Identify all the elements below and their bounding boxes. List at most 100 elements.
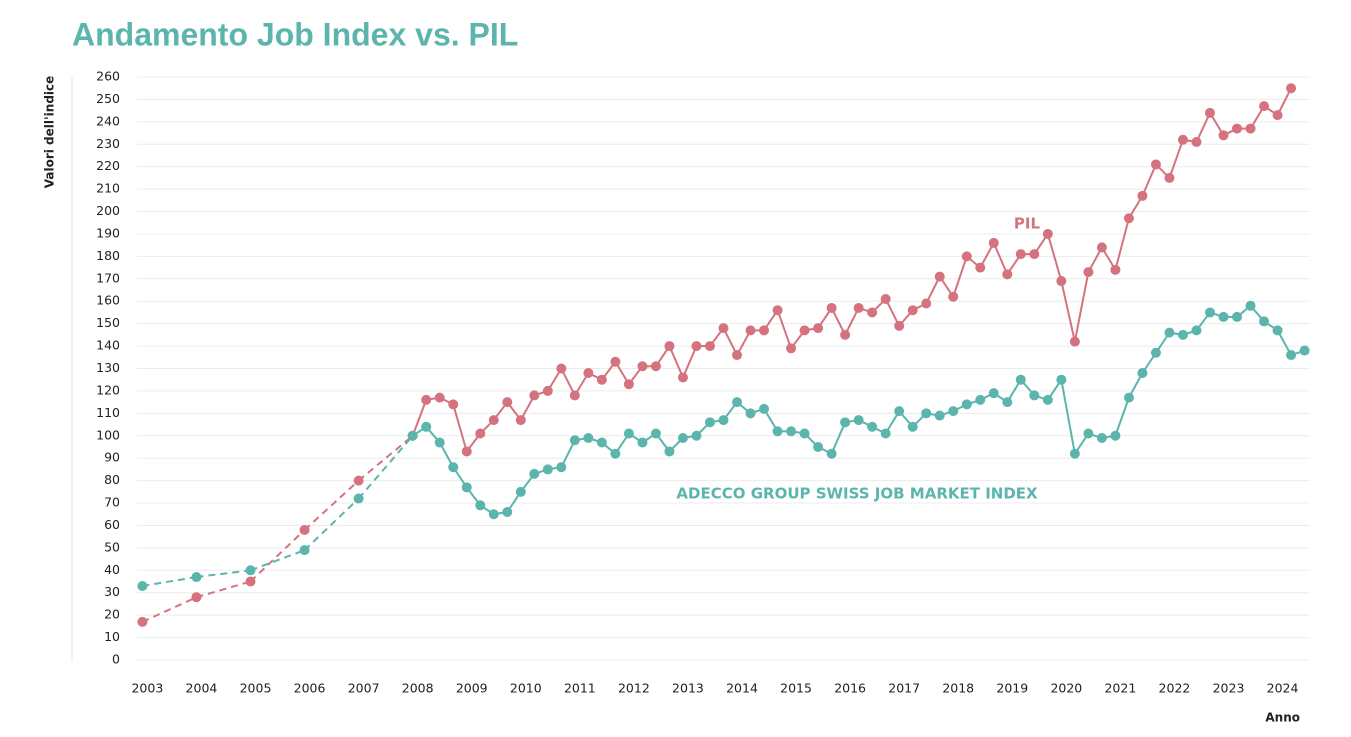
line-segment xyxy=(357,435,414,500)
data-point xyxy=(1191,137,1202,148)
line-segment xyxy=(1141,164,1157,197)
data-point xyxy=(745,325,756,336)
data-point xyxy=(1137,190,1148,201)
data-point xyxy=(1002,269,1013,280)
x-tick-label: 2008 xyxy=(402,681,434,696)
data-point xyxy=(1164,172,1175,183)
data-point xyxy=(421,421,432,432)
x-tick-label: 2014 xyxy=(726,681,758,696)
data-point xyxy=(853,302,864,313)
data-point xyxy=(1286,350,1297,361)
data-point xyxy=(934,271,945,282)
x-tick-label: 2009 xyxy=(456,681,488,696)
data-point xyxy=(353,493,364,504)
data-point xyxy=(921,298,932,309)
data-point xyxy=(988,237,999,248)
data-point xyxy=(1029,390,1040,401)
data-point xyxy=(529,390,540,401)
y-tick-label: 120 xyxy=(96,382,120,397)
x-tick-label: 2018 xyxy=(942,681,974,696)
data-point xyxy=(718,415,729,426)
line-segment xyxy=(196,569,251,579)
y-tick-label: 90 xyxy=(104,450,120,465)
y-tick-label: 180 xyxy=(96,248,120,263)
data-point xyxy=(1096,433,1107,444)
x-tick-label: 2011 xyxy=(564,681,596,696)
x-tick-label: 2010 xyxy=(510,681,542,696)
data-point xyxy=(1137,367,1148,378)
data-point xyxy=(880,293,891,304)
y-tick-label: 220 xyxy=(96,158,120,173)
data-point xyxy=(1015,374,1026,385)
line-segment xyxy=(452,404,468,452)
y-tick-label: 210 xyxy=(96,181,120,196)
data-point xyxy=(853,415,864,426)
line-segment xyxy=(952,256,968,298)
data-point xyxy=(610,448,621,459)
line-segment xyxy=(142,576,197,587)
line-segment xyxy=(992,242,1009,275)
data-point xyxy=(1218,311,1229,322)
data-point xyxy=(650,428,661,439)
data-point xyxy=(488,415,499,426)
data-point xyxy=(1286,83,1297,94)
data-point xyxy=(1299,345,1310,356)
y-tick-label: 100 xyxy=(96,427,120,442)
data-point xyxy=(1164,327,1175,338)
data-point xyxy=(1272,325,1283,336)
data-point xyxy=(867,421,878,432)
line-segment xyxy=(560,439,576,468)
data-point xyxy=(529,468,540,479)
y-tick-label: 0 xyxy=(112,652,120,667)
x-tick-label: 2003 xyxy=(131,681,163,696)
data-point xyxy=(542,464,553,475)
data-point xyxy=(1272,110,1283,121)
data-point xyxy=(1042,394,1053,405)
y-tick-label: 30 xyxy=(104,584,120,599)
data-point xyxy=(1015,249,1026,260)
line-segment xyxy=(925,276,941,304)
data-point xyxy=(1232,123,1243,134)
data-point xyxy=(1083,267,1094,278)
line-segment xyxy=(1195,112,1211,143)
data-point xyxy=(434,437,445,448)
data-point xyxy=(1150,159,1161,170)
y-tick-label: 130 xyxy=(96,360,120,375)
x-tick-label: 2019 xyxy=(996,681,1028,696)
data-point xyxy=(704,341,715,352)
data-point xyxy=(1204,107,1215,118)
line-segment xyxy=(1046,233,1063,282)
x-tick-label: 2005 xyxy=(240,681,272,696)
data-point xyxy=(610,356,621,367)
line-segment xyxy=(722,327,738,356)
y-tick-label: 160 xyxy=(96,293,120,308)
data-point xyxy=(1056,276,1067,287)
y-tick-label: 250 xyxy=(96,91,120,106)
data-point xyxy=(772,426,783,437)
data-point xyxy=(299,524,310,535)
line-segment xyxy=(411,399,428,437)
data-point xyxy=(948,291,959,302)
data-point xyxy=(353,475,364,486)
line-segment xyxy=(196,580,251,599)
data-point xyxy=(421,394,432,405)
line-segment xyxy=(776,309,793,349)
y-tick-label: 40 xyxy=(104,562,120,577)
data-point xyxy=(961,399,972,410)
data-point xyxy=(448,462,459,473)
y-tick-label: 110 xyxy=(96,405,120,420)
line-segment xyxy=(1060,280,1076,342)
data-point xyxy=(1245,300,1256,311)
data-point xyxy=(461,446,472,457)
x-tick-label: 2024 xyxy=(1267,681,1299,696)
data-point xyxy=(988,388,999,399)
line-segment xyxy=(303,479,360,531)
data-point xyxy=(1042,228,1053,239)
data-point xyxy=(975,394,986,405)
data-point xyxy=(840,329,851,340)
data-point xyxy=(677,372,688,383)
x-tick-label: 2012 xyxy=(618,681,650,696)
data-point xyxy=(1245,123,1256,134)
line-segment xyxy=(1114,397,1130,437)
data-point xyxy=(799,428,810,439)
